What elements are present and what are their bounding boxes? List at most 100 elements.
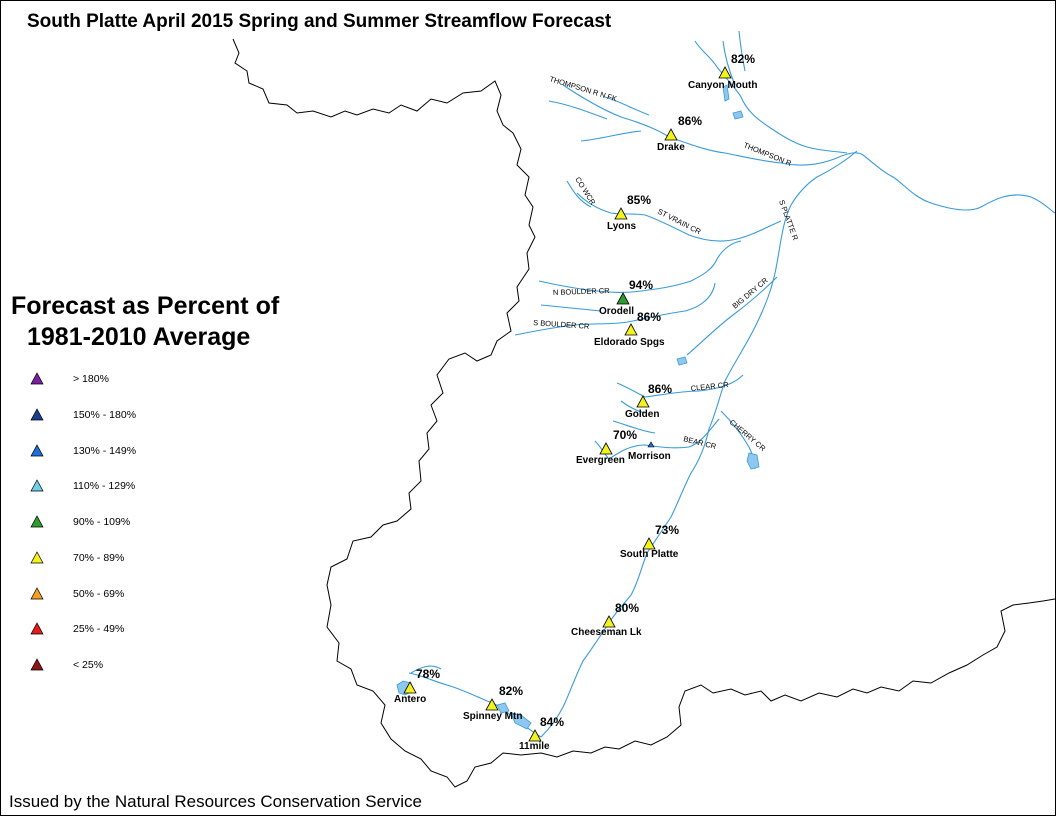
site-11mile[interactable]: 84% 11mile xyxy=(519,715,564,752)
river-boulder-trib xyxy=(540,304,602,312)
site-marker-triangle[interactable] xyxy=(642,537,656,550)
site-evergreen[interactable]: 70% Evergreen xyxy=(576,428,637,466)
site-percent: 85% xyxy=(627,193,651,207)
site-morrison[interactable]: Morrison xyxy=(628,441,671,462)
site-name: Cheeseman Lk xyxy=(571,627,642,638)
river-clear-trib xyxy=(620,400,646,414)
river-label: CO WCR xyxy=(573,175,597,207)
site-marker-triangle[interactable] xyxy=(624,323,638,336)
site-south-platte[interactable]: 73% South Platte xyxy=(620,523,679,560)
site-percent: 82% xyxy=(731,52,755,66)
river-label: THOMPSON R xyxy=(742,141,793,169)
site-percent: 86% xyxy=(648,382,672,396)
lake-canyon xyxy=(722,84,730,102)
site-name: Drake xyxy=(657,142,685,153)
forecast-sites: 82% Canyon Mouth 86% Drake 85% Lyons 94%… xyxy=(394,52,757,752)
site-lyons[interactable]: 85% Lyons xyxy=(607,193,651,232)
legend-title-line2: 1981-2010 Average xyxy=(27,323,251,351)
river-label: CLEAR CR xyxy=(690,380,729,393)
river-thompson-trib-1 xyxy=(548,100,608,120)
site-orodell[interactable]: 94% Orodell xyxy=(599,278,653,317)
river-s-platte-north xyxy=(724,150,858,382)
site-spinney-mtn[interactable]: 82% Spinney Mtn xyxy=(463,684,523,722)
site-cheeseman-lk[interactable]: 80% Cheeseman Lk xyxy=(571,601,642,638)
legend-item: < 25% xyxy=(29,657,249,675)
river-poudre-trib xyxy=(722,40,736,86)
legend-triangle-icon xyxy=(30,479,44,492)
site-marker-triangle[interactable] xyxy=(528,729,542,742)
site-name: Golden xyxy=(625,409,659,420)
river-antero-trib xyxy=(410,665,442,674)
site-golden[interactable]: 86% Golden xyxy=(625,382,672,420)
site-marker-triangle[interactable] xyxy=(602,615,616,628)
legend-triangle-icon xyxy=(30,515,44,528)
river-network xyxy=(408,30,1055,738)
site-name: Antero xyxy=(394,694,426,705)
river-thompson-trib-2 xyxy=(580,130,642,142)
site-marker-triangle[interactable] xyxy=(647,441,655,448)
river-label: BEAR CR xyxy=(683,434,718,451)
river-n-boulder xyxy=(538,240,742,294)
river-s-platte-upper xyxy=(408,672,542,738)
legend-label: 50% - 69% xyxy=(73,588,125,600)
site-name: Evergreen xyxy=(576,455,625,466)
legend-triangle-icon xyxy=(30,408,44,421)
site-marker-triangle[interactable] xyxy=(718,66,732,79)
river-s-platte-south xyxy=(540,380,726,738)
site-drake[interactable]: 86% Drake xyxy=(657,114,702,153)
site-name: Eldorado Spgs xyxy=(594,337,665,348)
lake-11mile xyxy=(510,712,532,730)
site-percent: 78% xyxy=(416,667,440,681)
site-marker-triangle[interactable] xyxy=(614,207,628,220)
site-marker-triangle[interactable] xyxy=(664,128,678,141)
site-antero[interactable]: 78% Antero xyxy=(394,667,440,705)
legend-item: 110% - 129% xyxy=(29,478,249,496)
river-label: CHERRY CR xyxy=(728,418,768,454)
river-label: BIG DRY CR xyxy=(731,275,771,310)
footer-credit: Issued by the Natural Resources Conserva… xyxy=(9,792,422,811)
river-label: S BOULDER CR xyxy=(533,318,590,331)
basin-boundary xyxy=(232,38,1055,788)
river-bear-trib xyxy=(612,420,656,434)
river-poudre xyxy=(694,40,848,154)
legend-label: < 25% xyxy=(73,659,104,671)
site-marker-triangle[interactable] xyxy=(485,698,499,711)
site-marker-triangle[interactable] xyxy=(599,442,613,455)
site-name: South Platte xyxy=(620,549,679,560)
site-name: Morrison xyxy=(628,451,671,462)
site-canyon-mouth[interactable]: 82% Canyon Mouth xyxy=(688,52,757,91)
river-s-platte-main xyxy=(862,154,1055,214)
site-percent: 86% xyxy=(637,310,661,324)
legend-item: 150% - 180% xyxy=(29,407,249,425)
map-title: South Platte April 2015 Spring and Summe… xyxy=(27,11,612,32)
site-percent: 80% xyxy=(615,601,639,615)
legend-title-line1: Forecast as Percent of xyxy=(11,292,280,320)
legend-triangle-icon xyxy=(30,372,44,385)
site-name: 11mile xyxy=(519,741,550,752)
site-eldorado-spgs[interactable]: 86% Eldorado Spgs xyxy=(594,310,665,348)
river-s-boulder xyxy=(514,282,716,336)
legend-label: > 180% xyxy=(73,373,109,385)
site-percent: 73% xyxy=(655,523,679,537)
site-marker-triangle[interactable] xyxy=(616,292,630,305)
site-marker-triangle[interactable] xyxy=(636,395,650,408)
legend-item: 25% - 49% xyxy=(29,621,249,639)
lake-boulder xyxy=(676,356,688,366)
site-marker-triangle[interactable] xyxy=(403,681,417,694)
legend-label: 70% - 89% xyxy=(73,552,125,564)
legend-item: 50% - 69% xyxy=(29,586,249,604)
legend-title: Forecast as Percent of 1981-2010 Average xyxy=(11,291,279,353)
legend-triangle-icon xyxy=(30,622,44,635)
legend-item: 130% - 149% xyxy=(29,443,249,461)
river-co-wcr xyxy=(566,180,592,208)
river-label: N BOULDER CR xyxy=(553,286,611,297)
river-clear xyxy=(616,374,744,398)
legend-item: 90% - 109% xyxy=(29,514,249,532)
site-name: Canyon Mouth xyxy=(688,80,757,91)
river-thompson-n-fk xyxy=(562,84,864,166)
legend-label: 90% - 109% xyxy=(73,516,131,528)
legend-item: > 180% xyxy=(29,371,249,389)
legend-label: 25% - 49% xyxy=(73,623,125,635)
